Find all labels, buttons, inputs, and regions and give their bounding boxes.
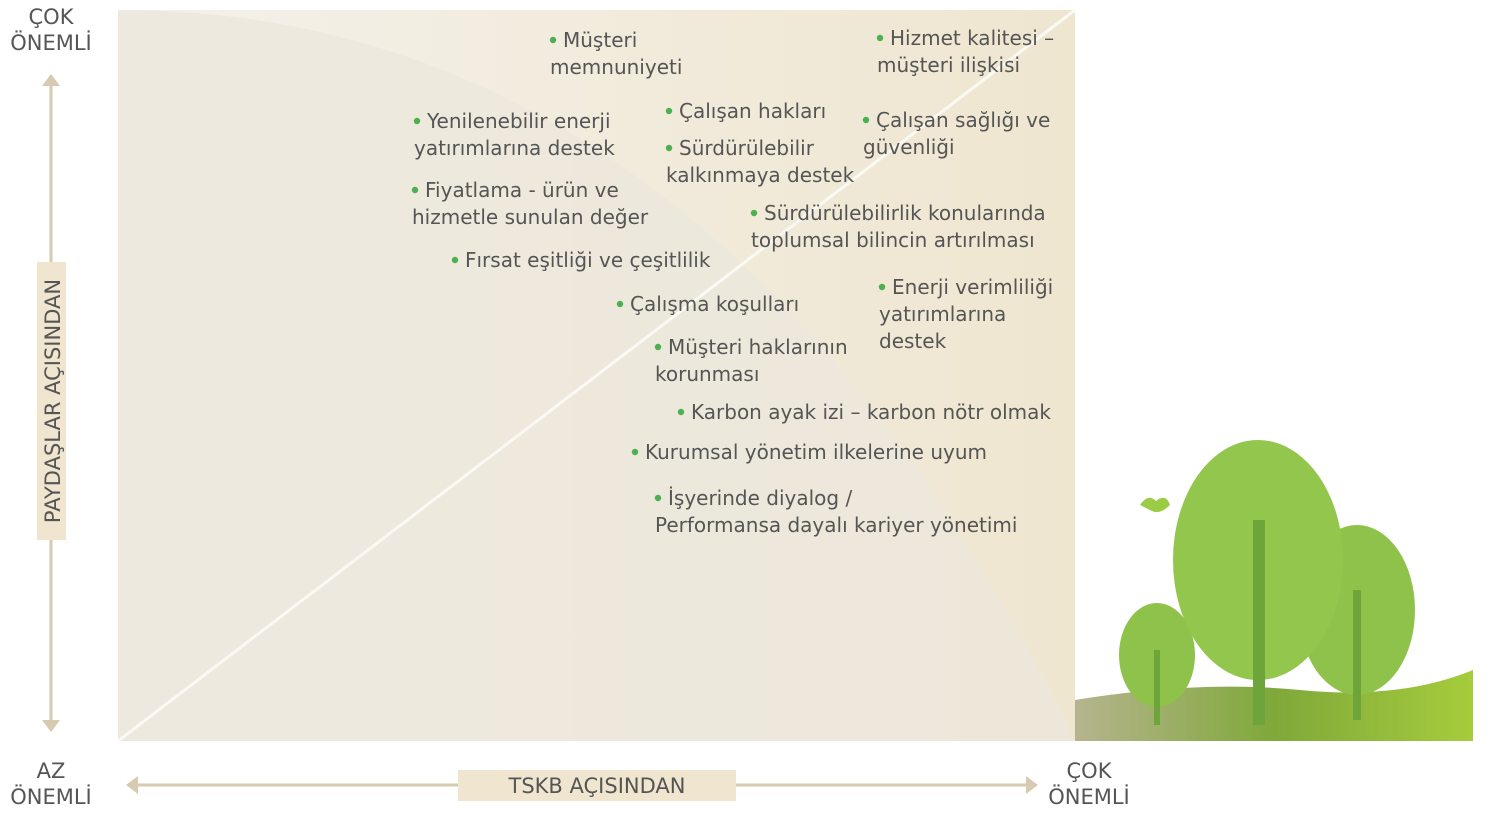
- issue-line: kalkınmaya destek: [666, 163, 855, 187]
- issue-line: Çalışma koşulları: [630, 292, 799, 316]
- issue-line: Müşteri: [563, 28, 637, 52]
- bullet: [863, 117, 869, 123]
- issue-line: Çalışan sağlığı ve: [876, 108, 1050, 132]
- issue-line: Müşteri haklarının: [668, 335, 848, 359]
- bullet: [617, 301, 623, 307]
- issue-line: Fırsat eşitliği ve çeşitlilik: [465, 248, 711, 272]
- materiality-matrix: ÇOKÖNEMLİ PAYDAŞLAR AÇISINDAN AZÖNEMLİ T…: [0, 0, 1491, 818]
- issue-line: Kurumsal yönetim ilkelerine uyum: [645, 440, 987, 464]
- bullet: [632, 449, 638, 455]
- issue-line: yatırımlarına: [879, 302, 1006, 326]
- issue-line: Çalışan hakları: [679, 99, 826, 123]
- bullet: [666, 108, 672, 114]
- issue-line: Hizmet kalitesi –: [890, 26, 1054, 50]
- issue-line: toplumsal bilincin artırılması: [751, 228, 1035, 252]
- x-axis-label: TSKB AÇISINDAN: [508, 774, 686, 798]
- bullet: [655, 495, 661, 501]
- issue-line: İşyerinde diyalog /: [668, 486, 852, 510]
- bullet: [879, 284, 885, 290]
- issue: Karbon ayak izi – karbon nötr olmak: [691, 400, 1051, 424]
- issue-line: korunması: [655, 362, 759, 386]
- issue-line: Performansa dayalı kariyer yönetimi: [655, 513, 1017, 537]
- issue-line: Enerji verimliliği: [892, 275, 1053, 299]
- bullet: [412, 187, 418, 193]
- issue: Çalışan hakları: [679, 99, 826, 123]
- issue-line: Yenilenebilir enerji: [426, 109, 611, 133]
- issue-line: hizmetle sunulan değer: [412, 205, 649, 229]
- bullet: [550, 37, 556, 43]
- bullet: [678, 409, 684, 415]
- trees: [1075, 440, 1473, 741]
- issue: Kurumsal yönetim ilkelerine uyum: [645, 440, 987, 464]
- issue-line: Karbon ayak izi – karbon nötr olmak: [691, 400, 1051, 424]
- issue-line: memnuniyeti: [550, 55, 682, 79]
- y-axis-label: PAYDAŞLAR AÇISINDAN: [41, 279, 65, 523]
- issue-line: müşteri ilişkisi: [877, 53, 1020, 77]
- issue-line: yatırımlarına destek: [414, 136, 615, 160]
- bullet: [655, 344, 661, 350]
- bullet: [452, 257, 458, 263]
- bullet: [751, 210, 757, 216]
- issue-line: Fiyatlama - ürün ve: [425, 178, 619, 202]
- issue-line: destek: [879, 329, 947, 353]
- issue-line: Sürdürülebilir: [679, 136, 815, 160]
- issue: Çalışma koşulları: [630, 292, 799, 316]
- bullet: [666, 145, 672, 151]
- issue: Fırsat eşitliği ve çeşitlilik: [465, 248, 711, 272]
- bullet: [414, 118, 420, 124]
- issue-line: güvenliği: [863, 135, 955, 159]
- bullet: [877, 35, 883, 41]
- issue-line: Sürdürülebilirlik konularında: [764, 201, 1046, 225]
